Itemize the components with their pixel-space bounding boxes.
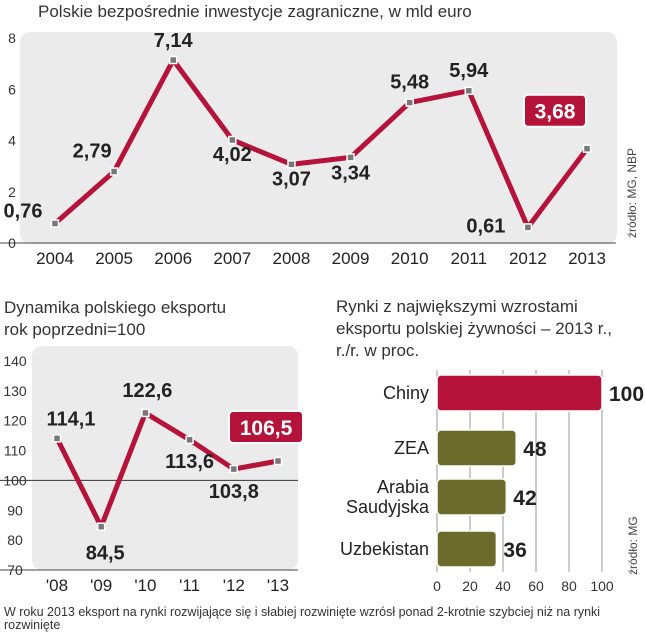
chart3-value-label: 100 [609, 383, 644, 406]
chart1-data-label: 3,34 [331, 162, 371, 184]
chart2-data-point [141, 408, 150, 418]
chart2-y-tick-label: 70 [7, 562, 23, 578]
chart2-highlight-box [228, 410, 304, 445]
chart2-data-label-highlight: 106,5 [240, 417, 293, 440]
chart2-data-point [273, 456, 283, 466]
chart1-y-tick-label: 6 [8, 81, 16, 97]
chart3-x-tick-label: 60 [528, 578, 544, 594]
chart2-data-label: 114,1 [47, 408, 96, 430]
chart1-x-tick-label: 2008 [273, 249, 311, 268]
chart1-series-line [53, 57, 589, 230]
chart1-data-label: 0,61 [466, 215, 505, 237]
chart3-title-line3: r./r. w proc. [336, 341, 420, 360]
chart1-data-label-highlight: 3,68 [535, 101, 576, 124]
chart1-data-point [464, 86, 474, 96]
chart1-data-label: 4,02 [213, 144, 252, 166]
chart1-y-tick-label: 8 [8, 30, 16, 46]
chart3-bar [436, 429, 517, 467]
chart2-x-tick-label: '13 [267, 576, 289, 595]
chart3-value-label: 48 [523, 438, 547, 461]
chart1-data-point [228, 135, 237, 145]
chart1-data-point [50, 219, 60, 228]
chart3-x-tick-label: 0 [433, 578, 441, 594]
chart2-y-tick-label: 110 [4, 443, 27, 459]
chart3-x-tick-label: 100 [590, 578, 614, 594]
chart3-x-tick-label: 80 [561, 578, 577, 594]
chart3-title-line1: Rynki z największymi wzrostami [336, 297, 578, 316]
chart2-plot-bg [32, 346, 298, 570]
chart2-data-label: 122,6 [122, 380, 172, 402]
chart1-data-label: 5,48 [390, 72, 429, 94]
chart1-y-tick-label: 2 [8, 184, 16, 200]
chart1-data-label: 2,79 [73, 141, 112, 163]
chart1-data-label: 5,94 [449, 60, 489, 82]
chart2-data-point [229, 464, 239, 474]
chart1-data-point [287, 160, 296, 169]
chart2-title-line2: rok poprzedni=100 [4, 320, 146, 339]
chart3-bar [436, 530, 498, 568]
chart3-category-label: ZEA [394, 438, 429, 458]
chart3-x-tick-label: 40 [495, 578, 511, 594]
chart1-x-tick-label: 2007 [213, 249, 251, 268]
chart3-value-label: 42 [513, 487, 536, 510]
chart2-y-tick-label: 80 [7, 532, 23, 548]
chart1-data-point [346, 153, 355, 162]
chart3-bar [436, 478, 508, 516]
chart1-x-tick-label: 2013 [568, 249, 606, 268]
chart1-x-tick-label: 2006 [154, 249, 192, 268]
chart2-y-tick-label: 90 [7, 502, 23, 518]
chart2-data-label: 84,5 [86, 543, 125, 565]
chart1-highlight-box [523, 93, 587, 128]
chart1-x-tick-label: 2011 [450, 249, 487, 268]
chart2-y-tick-label: 140 [3, 353, 27, 369]
chart2-y-tick-label: 100 [3, 472, 27, 488]
chart2-data-point [96, 522, 106, 531]
chart1-data-point [109, 167, 119, 176]
chart1-data-label: 3,07 [272, 168, 311, 190]
chart1-data-label: 7,14 [154, 30, 194, 52]
chart2-x-tick-label: '12 [223, 576, 245, 595]
chart2-title-line1: Dynamika polskiego eksportu [4, 298, 227, 317]
chart2-data-label: 103,8 [209, 481, 259, 503]
chart2-x-tick-label: '10 [134, 576, 156, 595]
chart3-category-label: Saudyjska [346, 497, 430, 517]
chart1-x-tick-label: 2004 [36, 249, 74, 268]
chart3-bar [436, 374, 603, 412]
chart3-x-tick-label: 20 [462, 578, 478, 594]
chart2-data-label: 113,6 [165, 451, 214, 473]
chart1-y-tick-label: 0 [8, 235, 16, 251]
chart1-data-label: 0,76 [4, 201, 43, 223]
chart1-data-point [405, 98, 414, 107]
chart2-y-tick-label: 120 [3, 413, 27, 429]
chart1-title: Polskie bezpośrednie inwestycje zagranic… [38, 2, 472, 21]
chart2-series-line [54, 410, 279, 530]
chart3-category-label: Uzbekistan [340, 539, 429, 559]
chart1-data-point [523, 223, 533, 232]
footnote: W roku 2013 eksport na rynki rozwijające… [4, 605, 601, 632]
chart2-data-point [52, 434, 62, 443]
chart1-data-point [582, 144, 592, 153]
chart1-x-tick-label: 2009 [332, 249, 370, 268]
chart3-category-label: Arabia [377, 477, 430, 497]
chart3-title-line2: eksportu polskiej żywności – 2013 r., [336, 319, 612, 338]
chart1-y-tick-label: 4 [8, 133, 16, 149]
chart2-y-tick-label: 130 [3, 383, 27, 399]
chart3-category-label: Chiny [383, 383, 429, 403]
chart1-x-tick-label: 2010 [391, 249, 429, 268]
chart2-x-tick-label: '11 [179, 576, 200, 595]
chart2-data-point [185, 435, 194, 445]
chart1-x-tick-label: 2005 [95, 249, 133, 268]
chart3-value-label: 36 [503, 539, 526, 562]
chart2-x-tick-label: '08 [46, 576, 68, 595]
chart1-plot-bg [20, 32, 617, 244]
chart1-x-tick-label: 2012 [509, 249, 547, 268]
chart1-data-point [168, 55, 178, 65]
chart2-x-tick-label: '09 [90, 576, 112, 595]
